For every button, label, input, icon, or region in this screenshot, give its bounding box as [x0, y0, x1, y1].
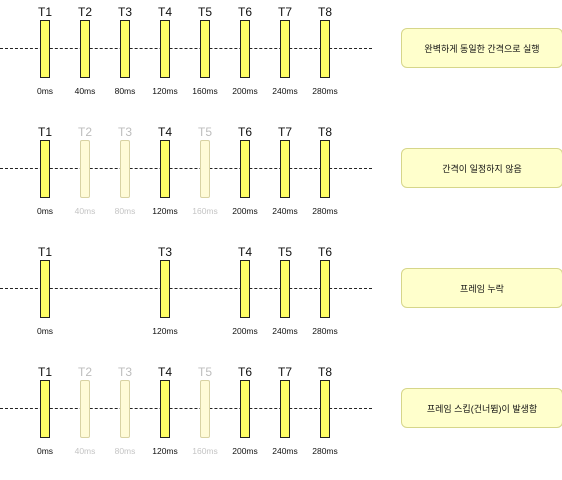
frame-time-label: 200ms: [232, 86, 258, 96]
timeline-row: T1 0ms T2 40ms T3 80ms T4 120ms T5 160ms T6 200ms T7…: [0, 120, 562, 240]
frame-label: T2: [77, 125, 92, 139]
frame-time-label: 40ms: [74, 86, 96, 96]
row-note: 완벽하게 동일한 간격으로 실행: [401, 28, 562, 68]
frame-time-label: 120ms: [152, 326, 178, 336]
frame-label: T1: [37, 5, 52, 19]
frame-time-label: 160ms: [192, 206, 218, 216]
frame-label: T7: [277, 5, 292, 19]
frame-bar: [40, 140, 50, 198]
frame-time-label: 120ms: [152, 86, 178, 96]
timeline-row: T1 0ms T3 120ms T4 200ms T5 240ms T6 280ms 프레임 누락: [0, 240, 562, 360]
frame-bar: [240, 20, 250, 78]
frame-bar-skipped: [200, 140, 210, 198]
frame-time-label: 120ms: [152, 206, 178, 216]
frame-time-label: 240ms: [272, 326, 298, 336]
frame-label: T4: [237, 245, 252, 259]
frame-bar: [240, 140, 250, 198]
frame-bar: [120, 20, 130, 78]
frame-time-label: 240ms: [272, 86, 298, 96]
frame-time-label: 0ms: [36, 206, 54, 216]
frame-bar: [160, 20, 170, 78]
frame-label: T2: [77, 365, 92, 379]
frame-label: T4: [157, 5, 172, 19]
frame-time-label: 0ms: [36, 86, 54, 96]
timeline-axis: [0, 288, 372, 289]
frame-label: T3: [117, 5, 132, 19]
frame-time-label: 200ms: [232, 446, 258, 456]
frame-label: T2: [77, 5, 92, 19]
frame-label: T5: [277, 245, 292, 259]
frame-time-label: 240ms: [272, 206, 298, 216]
frame-time-label: 40ms: [74, 206, 96, 216]
frame-label: T5: [197, 365, 212, 379]
timeline-row: T1 0ms T2 40ms T3 80ms T4 120ms T5 160ms T6 200ms T7…: [0, 360, 562, 480]
frame-label: T1: [37, 365, 52, 379]
timeline-axis: [0, 168, 372, 169]
frame-bar: [280, 140, 290, 198]
frame-time-label: 160ms: [192, 86, 218, 96]
timeline-axis: [0, 48, 372, 49]
frame-bar: [320, 140, 330, 198]
frame-label: T8: [317, 5, 332, 19]
frame-bar: [280, 20, 290, 78]
frame-label: T5: [197, 5, 212, 19]
frame-time-label: 40ms: [74, 446, 96, 456]
frame-bar: [80, 20, 90, 78]
frame-time-label: 0ms: [36, 446, 54, 456]
frame-label: T4: [157, 125, 172, 139]
frame-time-label: 280ms: [312, 206, 338, 216]
frame-bar: [160, 380, 170, 438]
timeline-row: T1 0ms T2 40ms T3 80ms T4 120ms T5 160ms T6 200ms T7…: [0, 0, 562, 120]
frame-label: T6: [317, 245, 332, 259]
frame-bar: [40, 260, 50, 318]
frame-time-label: 120ms: [152, 446, 178, 456]
frame-bar: [240, 380, 250, 438]
frame-bar: [40, 380, 50, 438]
frame-bar: [280, 380, 290, 438]
frame-bar-skipped: [120, 380, 130, 438]
frame-time-label: 280ms: [312, 446, 338, 456]
frame-label: T3: [157, 245, 172, 259]
frame-bar: [160, 260, 170, 318]
frame-bar: [320, 260, 330, 318]
frame-bar: [320, 20, 330, 78]
frame-bar: [200, 20, 210, 78]
frame-label: T8: [317, 125, 332, 139]
frame-bar-skipped: [80, 380, 90, 438]
frame-label: T3: [117, 125, 132, 139]
frame-label: T5: [197, 125, 212, 139]
frame-label: T6: [237, 365, 252, 379]
frame-label: T6: [237, 5, 252, 19]
frame-bar-skipped: [120, 140, 130, 198]
frame-label: T7: [277, 365, 292, 379]
frame-time-label: 240ms: [272, 446, 298, 456]
frame-time-label: 80ms: [114, 86, 136, 96]
frame-time-label: 280ms: [312, 326, 338, 336]
frame-label: T8: [317, 365, 332, 379]
timeline-axis: [0, 408, 372, 409]
frame-bar: [40, 20, 50, 78]
row-note: 프레임 누락: [401, 268, 562, 308]
frame-label: T7: [277, 125, 292, 139]
frame-time-label: 0ms: [36, 326, 54, 336]
frame-time-label: 80ms: [114, 206, 136, 216]
frame-bar-skipped: [80, 140, 90, 198]
frame-bar: [320, 380, 330, 438]
frame-bar-skipped: [200, 380, 210, 438]
frame-label: T3: [117, 365, 132, 379]
frame-time-label: 160ms: [192, 446, 218, 456]
frame-label: T1: [37, 245, 52, 259]
row-note: 프레임 스킵(건너뜀)이 발생함: [401, 388, 562, 428]
frame-bar: [160, 140, 170, 198]
row-note: 간격이 일정하지 않음: [401, 148, 562, 188]
frame-label: T1: [37, 125, 52, 139]
frame-time-label: 200ms: [232, 326, 258, 336]
frame-bar: [280, 260, 290, 318]
frame-time-label: 280ms: [312, 86, 338, 96]
frame-time-label: 200ms: [232, 206, 258, 216]
frame-label: T4: [157, 365, 172, 379]
frame-bar: [240, 260, 250, 318]
frame-label: T6: [237, 125, 252, 139]
frame-time-label: 80ms: [114, 446, 136, 456]
